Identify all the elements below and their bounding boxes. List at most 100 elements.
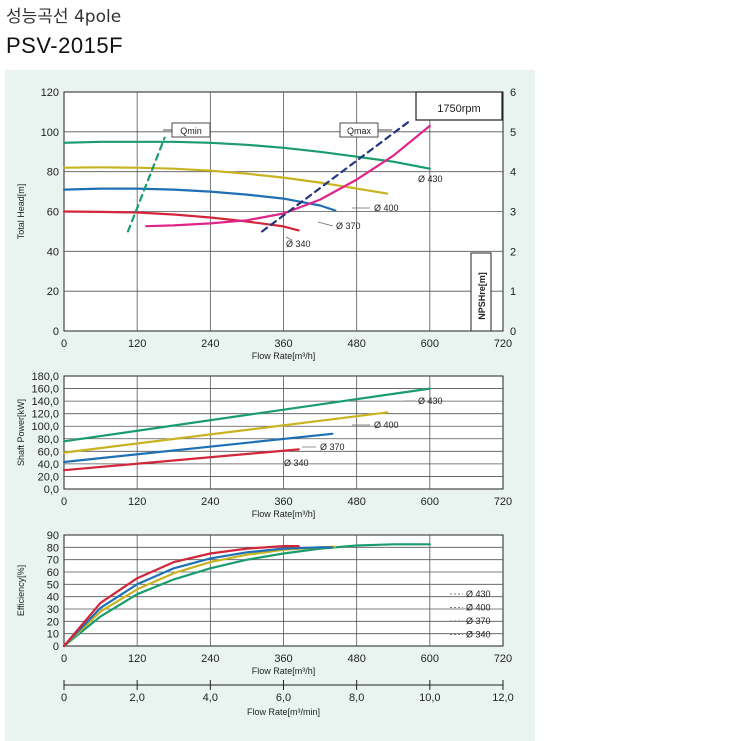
y-tick-label: 0 (53, 641, 59, 653)
flow-min-tick-label: 2,0 (130, 692, 145, 704)
x-tick-label: 0 (61, 338, 67, 350)
x-tick-label: 240 (201, 496, 219, 508)
rpm-badge (415, 91, 503, 121)
x-tick-label: 480 (347, 496, 365, 508)
series-line-d340 (62, 545, 300, 648)
x-tick-label: 600 (421, 338, 439, 350)
model-name: PSV-2015F (6, 33, 124, 58)
callout-leader (317, 221, 334, 227)
series-line-d400 (62, 411, 389, 454)
x-tick-label: 360 (274, 338, 292, 350)
x-tick-label: 600 (421, 496, 439, 508)
series-line-npsh (145, 124, 431, 228)
legend-label-3: Ø 340 (466, 630, 491, 640)
y-tick-label: 100,0 (31, 421, 59, 433)
series-line-d430 (62, 543, 431, 648)
y-tick-label: 120,0 (31, 409, 59, 421)
series-line-d430 (62, 140, 431, 170)
series-line-d370 (62, 546, 334, 648)
series-line-d340 (62, 210, 300, 232)
y-tick-label: 50 (47, 579, 59, 591)
y-tick-label: 100 (41, 127, 59, 139)
series-label-d430: Ø 430 (418, 174, 443, 184)
legend-label-2: Ø 370 (466, 616, 491, 626)
x-tick-label: 480 (347, 338, 365, 350)
x-tick-label: 0 (61, 653, 67, 665)
series-line-d340 (62, 448, 300, 472)
y-tick-label: 10 (47, 629, 59, 641)
x-tick-label: 600 (421, 653, 439, 665)
series-label-d400: Ø 400 (374, 420, 399, 430)
series-label-d370: Ø 370 (336, 221, 361, 231)
x-tick-label: 360 (274, 496, 292, 508)
y-tick-label: 80,0 (38, 434, 59, 446)
qmax-label: Qmax (347, 126, 372, 136)
x-axis-label: Flow Rate[m³/h] (252, 509, 316, 519)
flow-min-tick-label: 10,0 (419, 692, 440, 704)
series-label-d430: Ø 430 (418, 396, 443, 406)
callout-leader (285, 236, 293, 241)
page-title: 성능곡선 4pole (6, 7, 122, 27)
y-axis-label: Total Head[m] (16, 184, 26, 240)
series-line-qline (126, 136, 166, 233)
x-tick-label: 360 (274, 653, 292, 665)
x-tick-label: 480 (347, 653, 365, 665)
y-tick-label: 140,0 (31, 396, 59, 408)
y-tick-label: 60 (47, 567, 59, 579)
x-tick-label: 720 (494, 338, 512, 350)
x-tick-label: 0 (61, 496, 67, 508)
qmin-label: Qmin (180, 126, 202, 136)
x-tick-label: 240 (201, 338, 219, 350)
y2-tick-label: 6 (510, 87, 516, 99)
x-axis-label: Flow Rate[m³/h] (252, 666, 316, 676)
y-tick-label: 60 (47, 207, 59, 219)
flow-min-tick-label: 4,0 (203, 692, 218, 704)
y-tick-label: 180,0 (31, 371, 59, 383)
series-label-d370: Ø 370 (320, 442, 345, 452)
series-line-d400 (62, 166, 389, 195)
x-tick-label: 720 (494, 496, 512, 508)
y2-tick-label: 0 (510, 326, 516, 338)
series-label-d400: Ø 400 (374, 203, 399, 213)
series-label-d340: Ø 340 (284, 458, 309, 468)
y-axis-label: Shaft Power[kW] (16, 399, 26, 466)
flow-min-tick-label: 8,0 (349, 692, 364, 704)
y2-tick-label: 1 (510, 286, 516, 298)
y2-tick-label: 2 (510, 246, 516, 258)
rpm-badge-text: 1750rpm (437, 103, 480, 115)
flow-min-tick-label: 0 (61, 692, 67, 704)
y-tick-label: 90 (47, 530, 59, 542)
series-line-qmaxline (261, 120, 410, 233)
legend-label-0: Ø 430 (466, 589, 491, 599)
y-tick-label: 70 (47, 555, 59, 567)
y-tick-label: 0 (53, 326, 59, 338)
y-tick-label: 20,0 (38, 471, 59, 483)
x-tick-label: 120 (128, 496, 146, 508)
y-tick-label: 120 (41, 87, 59, 99)
legend-label-1: Ø 400 (466, 603, 491, 613)
y-tick-label: 40 (47, 246, 59, 258)
y-tick-label: 0,0 (44, 484, 59, 496)
y-tick-label: 80 (47, 542, 59, 554)
y2-tick-label: 4 (510, 167, 516, 179)
y2-tick-label: 5 (510, 127, 516, 139)
y-tick-label: 20 (47, 616, 59, 628)
x-tick-label: 120 (128, 338, 146, 350)
flow-min-axis-label: Flow Rate[m³/min] (247, 707, 320, 717)
y-tick-label: 40,0 (38, 459, 59, 471)
x-axis-label: Flow Rate[m³/h] (252, 351, 316, 361)
y-tick-label: 60,0 (38, 446, 59, 458)
y2-axis-label: NPSHre[m] (477, 272, 487, 320)
x-tick-label: 240 (201, 653, 219, 665)
y-tick-label: 40 (47, 592, 59, 604)
y-tick-label: 80 (47, 167, 59, 179)
series-line-d370 (62, 432, 334, 464)
series-label-d340: Ø 340 (286, 239, 311, 249)
y-tick-label: 20 (47, 286, 59, 298)
x-tick-label: 720 (494, 653, 512, 665)
y-axis-label: Efficiency[%] (16, 565, 26, 616)
npsh-label-box (470, 252, 492, 332)
flow-min-tick-label: 6,0 (276, 692, 291, 704)
flow-min-tick-label: 12,0 (492, 692, 513, 704)
